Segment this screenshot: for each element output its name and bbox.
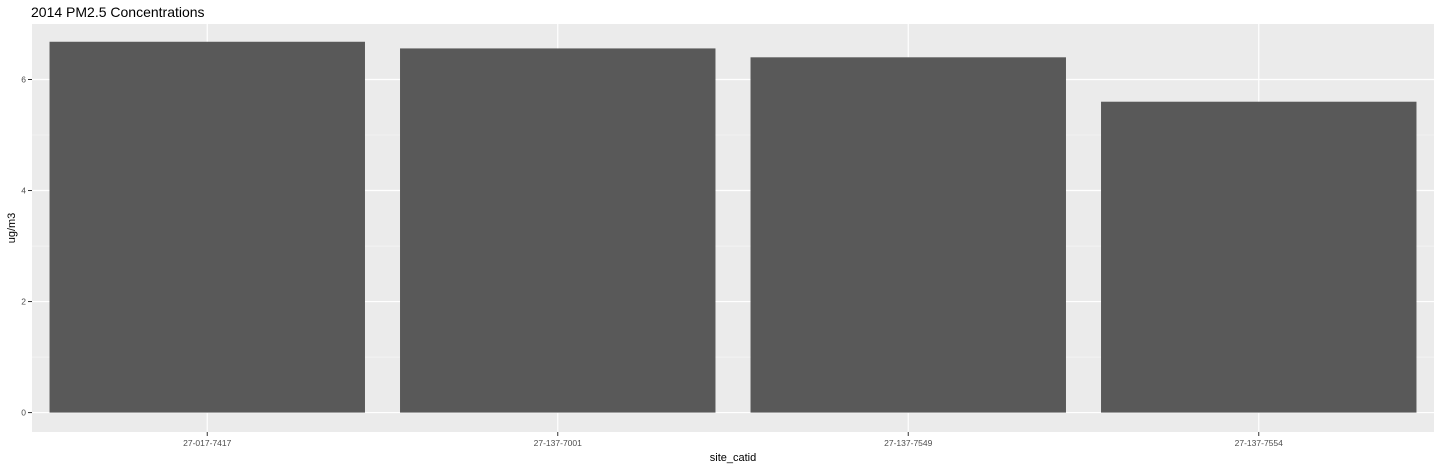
x-tick-label: 27-017-7417 [183,438,231,448]
x-tick-label: 27-137-7554 [1235,438,1283,448]
bar-27-017-7417 [49,41,365,413]
bar-27-137-7549 [750,57,1066,413]
bars-layer [49,41,1417,413]
y-tick-label: 2 [21,297,26,307]
y-tick-label: 4 [21,186,26,196]
y-tick-label: 6 [21,75,26,85]
x-tick-label: 27-137-7549 [884,438,932,448]
x-tick-label: 27-137-7001 [534,438,582,448]
bar-27-137-7554 [1101,101,1417,413]
x-axis: 27-017-7417 27-137-7001 27-137-7549 27-137-… [183,432,1283,448]
y-axis: 0 2 4 6 [21,75,32,418]
bar-27-137-7001 [400,48,716,413]
chart-title: 2014 PM2.5 Concentrations [31,4,205,20]
y-tick-label: 0 [21,408,26,418]
x-axis-title: site_catid [710,452,756,464]
y-axis-title: ug/m3 [6,213,18,244]
